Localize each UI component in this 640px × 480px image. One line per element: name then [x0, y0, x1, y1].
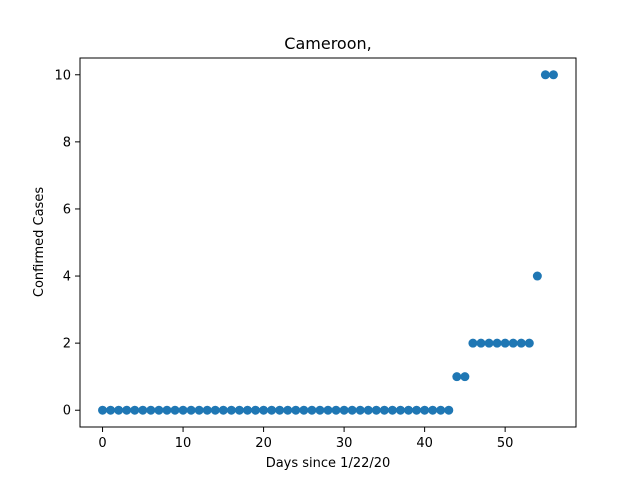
y-tick-label: 6 — [63, 202, 71, 217]
data-point — [98, 405, 108, 415]
data-point — [516, 338, 526, 348]
data-point — [170, 405, 180, 415]
data-point — [226, 405, 236, 415]
x-tick-label: 20 — [255, 436, 272, 451]
data-point — [259, 405, 269, 415]
data-point — [540, 70, 550, 80]
data-point — [484, 338, 494, 348]
y-tick-label: 10 — [54, 68, 71, 83]
data-point — [307, 405, 317, 415]
data-point — [492, 338, 502, 348]
data-point — [283, 405, 293, 415]
data-point — [218, 405, 228, 415]
data-point — [154, 405, 164, 415]
data-point — [524, 338, 534, 348]
data-point — [436, 405, 446, 415]
x-tick-label: 0 — [98, 436, 106, 451]
data-point — [355, 405, 365, 415]
y-tick-label: 0 — [63, 404, 71, 419]
data-point — [323, 405, 333, 415]
y-tick-label: 2 — [63, 337, 71, 352]
data-point — [315, 405, 325, 415]
x-axis-label: Days since 1/22/20 — [266, 456, 391, 471]
y-tick-label: 8 — [63, 135, 71, 150]
data-point — [468, 338, 478, 348]
data-point — [404, 405, 414, 415]
data-point — [210, 405, 220, 415]
data-point — [186, 405, 196, 415]
data-point — [114, 405, 124, 415]
data-point — [420, 405, 430, 415]
data-point — [500, 338, 510, 348]
data-point — [387, 405, 397, 415]
data-point — [162, 405, 172, 415]
x-tick-label: 10 — [175, 436, 192, 451]
data-point — [130, 405, 140, 415]
data-point — [275, 405, 285, 415]
data-point — [178, 405, 188, 415]
data-point — [508, 338, 518, 348]
x-tick-label: 30 — [336, 436, 353, 451]
y-axis-label: Confirmed Cases — [32, 187, 47, 297]
data-point — [460, 372, 470, 382]
data-point — [106, 405, 116, 415]
y-axis-ticks: 0 2 4 6 8 10 — [54, 68, 80, 419]
data-point — [331, 405, 341, 415]
x-tick-label: 50 — [497, 436, 514, 451]
x-tick-label: 40 — [416, 436, 433, 451]
data-point — [122, 405, 132, 415]
data-point — [363, 405, 373, 415]
data-point — [444, 405, 454, 415]
data-point — [476, 338, 486, 348]
data-point — [202, 405, 212, 415]
data-point — [379, 405, 389, 415]
x-axis-ticks: 0 10 20 30 40 50 — [98, 427, 513, 451]
data-point — [234, 405, 244, 415]
plot-frame — [79, 57, 577, 428]
data-point — [428, 405, 438, 415]
data-point — [532, 271, 542, 281]
data-point — [267, 405, 277, 415]
data-point — [138, 405, 148, 415]
data-point — [339, 405, 349, 415]
chart-title: Cameroon, — [284, 34, 371, 53]
data-point — [371, 405, 381, 415]
data-point — [146, 405, 156, 415]
data-point — [251, 405, 261, 415]
data-point — [242, 405, 252, 415]
data-point — [412, 405, 422, 415]
data-points — [98, 70, 558, 415]
y-tick-label: 4 — [63, 270, 71, 285]
data-point — [347, 405, 357, 415]
data-point — [194, 405, 204, 415]
data-point — [548, 70, 558, 80]
data-point — [299, 405, 309, 415]
data-point — [291, 405, 301, 415]
data-point — [395, 405, 405, 415]
data-point — [452, 372, 462, 382]
